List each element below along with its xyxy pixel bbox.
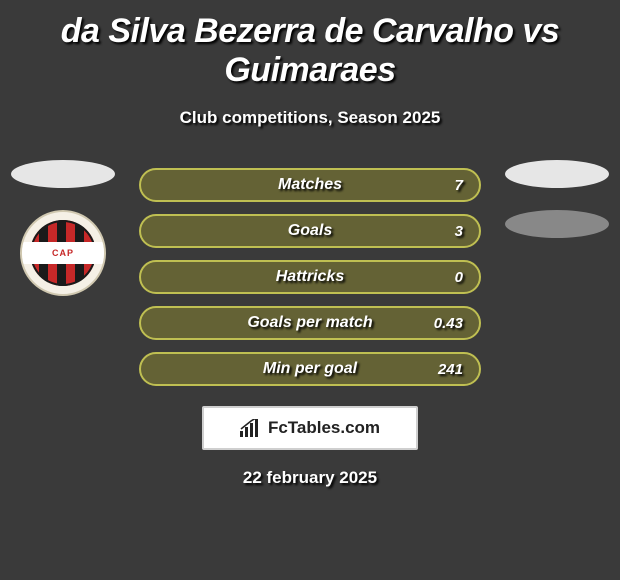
stat-value: 0: [455, 269, 463, 286]
club-badge-initials: CAP: [52, 248, 74, 258]
stat-row-goals-per-match: Goals per match 0.43: [139, 306, 481, 340]
stat-label: Goals: [288, 222, 332, 240]
stat-bars: Matches 7 Goals 3 Hattricks 0 Goals per …: [139, 168, 481, 386]
club-badge-band: CAP: [22, 242, 104, 264]
club-badge-left: CAP: [20, 210, 106, 296]
stat-value: 0.43: [434, 315, 463, 332]
right-player-column: [502, 160, 612, 260]
player-silhouette-left: [11, 160, 115, 188]
stat-label: Min per goal: [263, 360, 357, 378]
player-silhouette-right-1: [505, 160, 609, 188]
page-title: da Silva Bezerra de Carvalho vs Guimarae…: [0, 0, 620, 90]
player-silhouette-right-2: [505, 210, 609, 238]
stat-row-matches: Matches 7: [139, 168, 481, 202]
subtitle: Club competitions, Season 2025: [0, 108, 620, 128]
stat-value: 3: [455, 223, 463, 240]
stat-row-hattricks: Hattricks 0: [139, 260, 481, 294]
attribution-text: FcTables.com: [268, 418, 380, 438]
attribution-badge: FcTables.com: [202, 406, 418, 450]
stat-label: Matches: [278, 176, 342, 194]
left-player-column: CAP: [8, 160, 118, 296]
stat-value: 241: [438, 361, 463, 378]
stat-row-goals: Goals 3: [139, 214, 481, 248]
stats-area: CAP Matches 7 Goals 3 Hattricks 0 Goals …: [0, 168, 620, 488]
date-label: 22 february 2025: [0, 468, 620, 488]
stat-label: Hattricks: [276, 268, 344, 286]
comparison-card: da Silva Bezerra de Carvalho vs Guimarae…: [0, 0, 620, 488]
stat-label: Goals per match: [247, 314, 372, 332]
stat-row-min-per-goal: Min per goal 241: [139, 352, 481, 386]
chart-icon: [240, 419, 262, 437]
stat-value: 7: [455, 177, 463, 194]
